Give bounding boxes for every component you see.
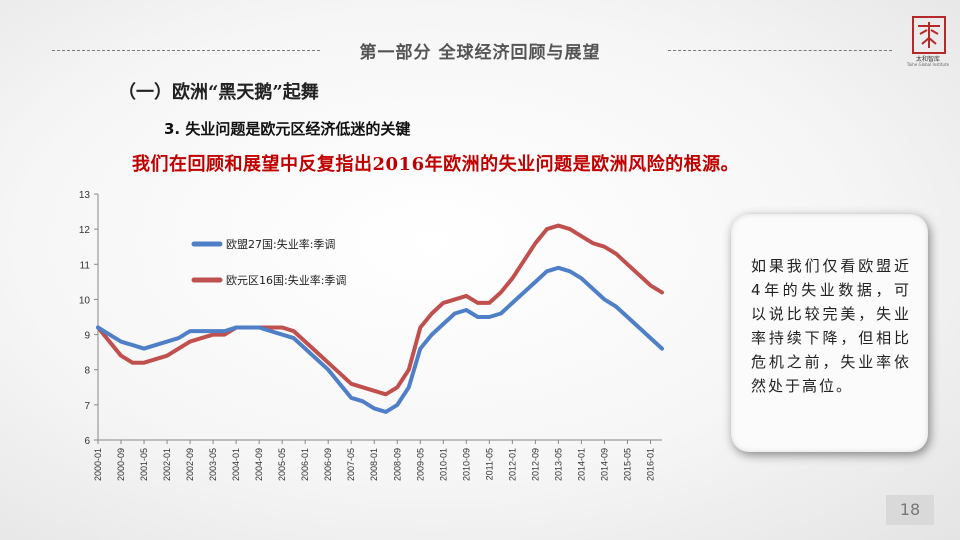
x-tick-label: 2009-05 xyxy=(415,448,425,481)
x-tick-label: 2002-01 xyxy=(162,448,172,481)
x-tick-label: 2004-09 xyxy=(254,448,264,481)
logo: 太和智库 Taihe Global Institute xyxy=(906,16,950,72)
x-tick-label: 2013-05 xyxy=(553,448,563,481)
legend-label: 欧盟27国:失业率:季调 xyxy=(226,237,335,251)
highlight-statement: 我们在回顾和展望中反复指出2016年欧洲的失业问题是欧洲风险的根源。 xyxy=(132,154,740,175)
legend-label: 欧元区16国:失业率:季调 xyxy=(226,273,346,287)
section-title: 第一部分 全球经济回顾与展望 xyxy=(359,43,601,63)
note-text: 如果我们仅看欧盟近4年的失业数据，可以说比较完美，失业率持续下降，但相比危机之前… xyxy=(751,257,911,395)
unemployment-line-chart: 6 7 8 9 10 11 12 13 2000-01 2000-09 2001-05 2002-01… xyxy=(79,190,664,481)
logo-seal-icon xyxy=(912,16,946,54)
logo-cn-text: 太和智库 xyxy=(915,56,940,63)
slide-subtitle: （一）欧洲“黑天鹅”起舞 xyxy=(118,82,319,103)
x-tick-label: 2008-09 xyxy=(392,448,402,481)
x-tick-label: 2006-09 xyxy=(323,448,333,481)
y-tick-label: 8 xyxy=(84,366,90,377)
header-divider-left xyxy=(52,50,320,51)
x-tick-label: 2005-05 xyxy=(277,448,287,481)
header-divider-right xyxy=(668,50,892,51)
series-line-eu27 xyxy=(96,265,664,414)
x-tick-label: 2012-09 xyxy=(530,448,540,481)
x-tick-label: 2010-09 xyxy=(461,448,471,481)
x-tick-label: 2008-01 xyxy=(369,448,379,481)
x-tick-label: 2000-09 xyxy=(116,448,126,481)
chart-lines xyxy=(96,223,664,414)
y-tick-label: 11 xyxy=(80,260,91,271)
x-tick-label: 2010-01 xyxy=(438,448,448,481)
x-tick-label: 2002-09 xyxy=(185,448,195,481)
x-tick-label: 2016-01 xyxy=(645,448,655,481)
x-tick-label: 2012-01 xyxy=(507,448,517,481)
logo-en-text: Taihe Global Institute xyxy=(906,62,950,67)
page-number: 18 xyxy=(886,495,934,525)
x-tick-label: 2000-01 xyxy=(93,448,103,481)
y-tick-label: 7 xyxy=(84,401,90,412)
x-tick-label: 2001-05 xyxy=(139,448,149,481)
y-tick-label: 10 xyxy=(79,295,91,306)
x-tick-label: 2014-09 xyxy=(599,448,609,481)
note-box: 如果我们仅看欧盟近4年的失业数据，可以说比较完美，失业率持续下降，但相比危机之前… xyxy=(731,214,928,452)
x-tick-label: 2007-05 xyxy=(346,448,356,481)
y-tick-label: 13 xyxy=(79,190,91,201)
series-line-ea16 xyxy=(96,223,664,397)
x-tick-label: 2003-05 xyxy=(208,448,218,481)
slide-heading: 3. 失业问题是欧元区经济低迷的关键 xyxy=(164,120,411,138)
y-tick-label: 6 xyxy=(84,436,90,447)
chart-axes: 6 7 8 9 10 11 12 13 2000-01 2000-09 2001-05 2002-01… xyxy=(79,190,662,481)
y-tick-label: 12 xyxy=(79,225,91,236)
x-tick-label: 2006-01 xyxy=(300,448,310,481)
y-tick-label: 9 xyxy=(84,331,90,342)
x-tick-label: 2015-05 xyxy=(622,448,632,481)
x-tick-label: 2011-05 xyxy=(484,448,494,480)
x-tick-label: 2004-01 xyxy=(231,448,241,481)
x-tick-label: 2014-01 xyxy=(576,448,586,481)
